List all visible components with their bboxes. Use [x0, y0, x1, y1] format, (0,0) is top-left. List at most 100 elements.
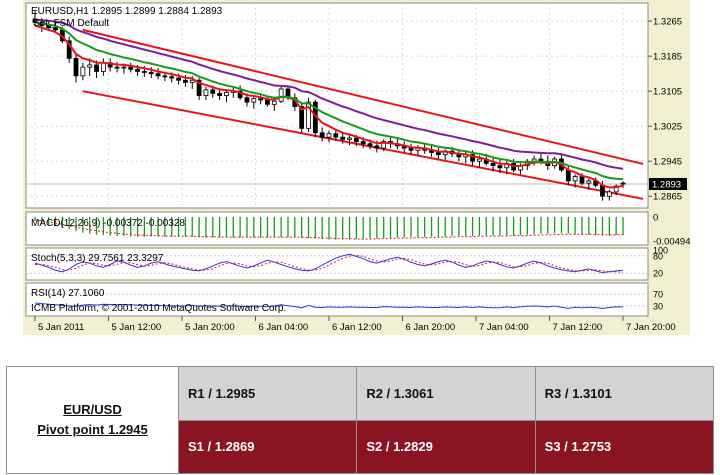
rsi-line	[26, 293, 648, 309]
candle-body	[278, 88, 284, 102]
macd-label: MACD(12,26,9) -0.00372 -0.00328	[31, 218, 185, 229]
moving-average-line	[34, 24, 624, 189]
time-tick-label: 7 Jan 12:00	[553, 322, 603, 333]
candle-body	[586, 180, 592, 184]
pair-name: EUR/USD	[63, 402, 122, 417]
candle-body	[87, 64, 93, 68]
price-panel	[25, 2, 649, 209]
time-tick-label: 5 Jan 2011	[38, 322, 84, 333]
candle-body	[189, 79, 195, 83]
stoch-signal-line	[35, 254, 624, 273]
candle-body	[490, 163, 496, 167]
s3-cell: S3 / 1.2753	[534, 419, 715, 474]
price-tick-label: 1.3105	[653, 87, 682, 98]
price-tick-label: 1.3025	[653, 122, 682, 133]
candle-body	[224, 92, 229, 96]
candle-body	[244, 97, 250, 103]
stoch-main-line	[34, 253, 624, 274]
candle-body	[53, 27, 58, 31]
candle-body	[155, 73, 161, 77]
candle-body	[66, 40, 72, 59]
candle-body	[141, 71, 147, 73]
rsi-tick-label: 70	[653, 290, 663, 300]
last-price-box	[649, 177, 687, 190]
candle-body	[367, 143, 373, 147]
r3-cell: R3 / 1.3101	[534, 366, 715, 421]
time-tick-label: 5 Jan 12:00	[112, 322, 162, 333]
copyright-text: ICMB Platform, © 2001-2010 MetaQuotes So…	[31, 303, 286, 314]
rsi-tick-label: 30	[653, 302, 663, 312]
candle-body	[579, 176, 585, 184]
candle-body	[135, 68, 140, 72]
candle-body	[319, 132, 325, 138]
candle-body	[306, 101, 311, 129]
macd-tick-label: 0	[653, 212, 658, 223]
s1-cell: S1 / 1.2869	[177, 419, 358, 474]
candle-body	[203, 89, 209, 96]
template-label: Set_FSM Default	[33, 18, 109, 29]
candle-body	[265, 99, 270, 105]
time-tick-label: 7 Jan 04:00	[479, 322, 529, 333]
candle-body	[114, 66, 120, 69]
time-tick-label: 6 Jan 04:00	[259, 322, 309, 333]
candle-body	[237, 90, 243, 99]
candle-body	[600, 184, 605, 197]
time-tick-label: 5 Jan 20:00	[185, 322, 235, 333]
candle-body	[374, 145, 380, 149]
candle-body	[271, 100, 277, 105]
candle-body	[121, 66, 127, 69]
price-tick-label: 1.2865	[653, 192, 682, 203]
stoch-lines	[26, 253, 648, 274]
resistance-row: EUR/USD Pivot point 1.2945 R1 / 1.2985 R…	[6, 366, 715, 474]
candle-body	[347, 137, 352, 140]
candle-body	[251, 98, 257, 103]
time-tick-label: 6 Jan 12:00	[332, 322, 382, 333]
macd-histogram	[34, 216, 624, 240]
time-tick-label: 6 Jan 20:00	[406, 322, 456, 333]
moving-average-line	[34, 21, 624, 181]
candle-body	[148, 71, 154, 75]
candle-body	[196, 79, 202, 96]
pivot-table: EUR/USD Pivot point 1.2945 R1 / 1.2985 R…	[6, 366, 715, 474]
candle-body	[100, 62, 106, 72]
candle-body	[408, 147, 414, 151]
mt4-chart-window: 1.3265 1.3185 1.3105 1.3025 1.2945 1.2865 1.28…	[23, 0, 690, 335]
moving-averages	[34, 18, 624, 189]
eurusd-chart: 1.3265 1.3185 1.3105 1.3025 1.2945 1.2865 1.28…	[25, 2, 690, 333]
moving-average-line	[34, 18, 624, 170]
candle-body	[353, 137, 359, 142]
candle-body	[620, 182, 626, 185]
stoch-tick-label: 80	[653, 251, 663, 261]
candle-body	[565, 169, 571, 182]
macd-axis: 0 -0.00494	[653, 212, 690, 247]
candle-body	[73, 57, 79, 77]
stoch-tick-label: 100	[653, 246, 668, 256]
candle-body	[477, 158, 482, 162]
candle-body	[210, 89, 216, 94]
candle-body	[572, 176, 578, 182]
candle-body	[299, 106, 305, 129]
time-tick-label: 7 Jan 20:00	[626, 322, 676, 333]
rsi-panel	[25, 282, 649, 317]
candle-body	[94, 64, 99, 72]
price-tick-label: 1.3265	[653, 17, 682, 28]
candle-body	[128, 66, 134, 70]
candle-body	[435, 152, 441, 156]
candle-body	[340, 136, 346, 140]
r1-cell: R1 / 1.2985	[177, 366, 358, 421]
candle-body	[169, 76, 175, 79]
candle-body	[217, 92, 223, 96]
macd-panel	[25, 211, 649, 246]
price-tick-label: 1.2945	[653, 157, 682, 168]
price-axis: 1.3265 1.3185 1.3105 1.3025 1.2945 1.2865 1.28…	[648, 17, 687, 203]
candle-body	[470, 154, 475, 162]
candle-body	[606, 191, 612, 197]
candle-body	[176, 77, 181, 81]
rsi-label: RSI(14) 27.1060	[31, 288, 105, 299]
last-price-label: 1.2893	[652, 179, 681, 190]
candle-body	[80, 66, 86, 77]
candle-body	[162, 75, 168, 78]
candle-body	[497, 165, 503, 169]
rsi-line	[34, 302, 623, 309]
